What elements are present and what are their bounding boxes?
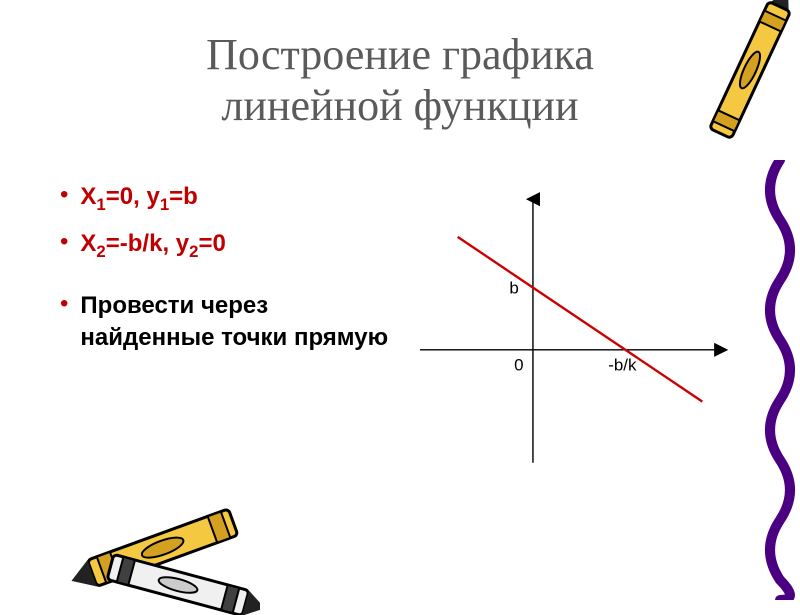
b1-sub1: 1	[96, 195, 105, 214]
title-line-2: линейной функции	[221, 81, 578, 130]
b-label: b	[509, 279, 518, 298]
b1-mid: =0, y	[106, 183, 160, 210]
bullet-dot-icon: •	[60, 228, 68, 257]
crayon-bottom-left-icon	[60, 495, 260, 615]
crayon-top-right-icon	[690, 0, 800, 150]
bullet-3-text: Провести через найденные точки прямую	[80, 290, 400, 352]
bullet-2: • X2=-b/k, y2=0	[60, 228, 400, 263]
b2-mid: =-b/k, y	[106, 230, 189, 257]
content-row: • X1=0, y1=b • X2=-b/k, y2=0 • Провести …	[60, 171, 740, 491]
bullet-3: • Провести через найденные точки прямую	[60, 290, 400, 352]
squiggle-icon	[755, 160, 800, 600]
function-line	[458, 237, 703, 402]
title-line-1: Построение графика	[206, 30, 594, 79]
bullet-1-text: X1=0, y1=b	[80, 181, 197, 216]
bk-label: -b/k	[608, 356, 637, 375]
b1-pre: X	[80, 183, 96, 210]
bullet-list: • X1=0, y1=b • X2=-b/k, y2=0 • Провести …	[60, 171, 400, 491]
graph-svg: b 0 -b/k	[420, 171, 740, 491]
bullet-1: • X1=0, y1=b	[60, 181, 400, 216]
slide: Построение графика линейной функции • X1…	[0, 0, 800, 600]
b1-sub2: 1	[160, 195, 169, 214]
graph: b 0 -b/k	[420, 171, 740, 491]
b1-post: =b	[169, 183, 198, 210]
page-title: Построение графика линейной функции	[60, 30, 740, 131]
bullet-dot-icon: •	[60, 181, 68, 210]
bullet-dot-icon: •	[60, 290, 68, 319]
b2-sub1: 2	[96, 242, 105, 261]
origin-label: 0	[514, 356, 523, 375]
b2-pre: X	[80, 230, 96, 257]
b2-post: =0	[198, 230, 225, 257]
bullet-2-text: X2=-b/k, y2=0	[80, 228, 225, 263]
